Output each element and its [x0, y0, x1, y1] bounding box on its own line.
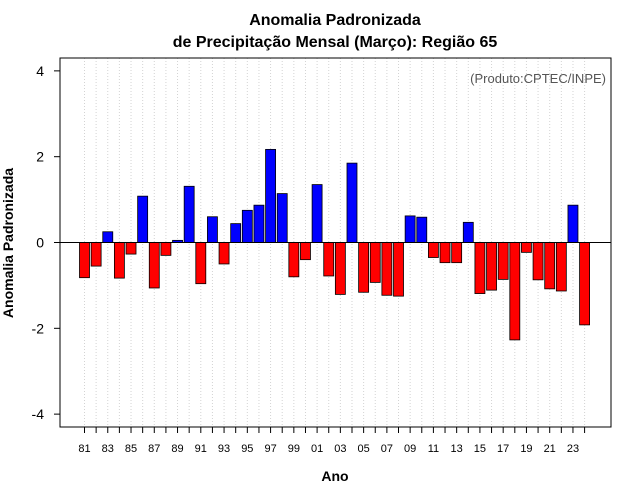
bar-1985 — [125, 242, 137, 255]
x-tick-label: 97 — [264, 443, 276, 455]
bar-1988 — [160, 242, 172, 256]
bar-1999 — [288, 242, 300, 278]
bar-2002 — [323, 242, 335, 277]
x-tick-label: 91 — [195, 443, 207, 455]
credit-annotation: (Produto:CPTEC/INPE) — [470, 71, 606, 86]
bar-2010 — [416, 216, 428, 243]
bar-1984 — [113, 242, 125, 279]
bar-2006 — [369, 242, 381, 283]
chart-title-line1: Anomalia Padronizada — [249, 12, 421, 29]
chart-title-line2: de Precipitação Mensal (Março): Região 6… — [173, 34, 498, 51]
bar-2019 — [521, 242, 532, 253]
x-tick-label: 19 — [520, 443, 532, 455]
x-axis: 81 83 85 87 89 91 93 95 97 99 01 03 05 07 09 11 13 15 17 19… — [78, 427, 586, 455]
bar-1997 — [265, 148, 276, 243]
bar-2013 — [451, 242, 463, 264]
bar-1982 — [90, 242, 102, 267]
bar-1996 — [253, 204, 265, 243]
y-tick-label: 2 — [36, 149, 44, 165]
x-tick-label: 81 — [78, 443, 90, 455]
bar-2007 — [381, 242, 393, 296]
y-axis: -4 -2 0 2 4 — [32, 63, 60, 422]
bar-2016 — [486, 242, 497, 291]
bar-1981 — [79, 242, 90, 279]
x-tick-label: 15 — [474, 443, 486, 455]
x-tick-label: 17 — [497, 443, 509, 455]
bar-2022 — [555, 242, 567, 292]
x-tick-label: 21 — [544, 443, 556, 455]
x-tick-label: 13 — [451, 443, 463, 455]
x-tick-label: 11 — [428, 443, 439, 455]
x-tick-label: 95 — [241, 443, 253, 455]
y-tick-label: -2 — [32, 320, 45, 336]
y-tick-label: -4 — [32, 406, 45, 422]
bar-2023 — [567, 204, 579, 243]
bar-2008 — [393, 242, 404, 297]
x-tick-label: 87 — [148, 443, 160, 455]
bars — [79, 148, 590, 341]
bar-2009 — [404, 215, 416, 243]
bar-2014 — [462, 221, 474, 243]
x-tick-label: 23 — [567, 443, 579, 455]
x-tick-label: 03 — [334, 443, 346, 455]
x-tick-label: 89 — [171, 443, 183, 455]
bar-1990 — [183, 185, 195, 243]
y-axis-label: Anomalia Padronizada — [0, 168, 16, 318]
bar-1987 — [148, 242, 160, 289]
x-tick-label: 09 — [404, 443, 416, 455]
x-tick-label: 05 — [357, 443, 369, 455]
bar-1992 — [207, 216, 218, 243]
bar-2015 — [474, 242, 486, 294]
bar-2003 — [334, 242, 346, 295]
x-tick-label: 07 — [381, 443, 393, 455]
bar-1995 — [241, 209, 253, 243]
x-tick-label: 83 — [102, 443, 114, 455]
bar-2024 — [579, 242, 590, 326]
bar-2001 — [311, 184, 323, 243]
bar-1991 — [195, 242, 207, 285]
x-tick-label: 01 — [311, 443, 323, 455]
bar-1994 — [230, 223, 242, 243]
x-tick-label: 99 — [288, 443, 300, 455]
bar-2000 — [300, 242, 311, 261]
bar-1986 — [137, 195, 149, 243]
x-tick-label: 85 — [125, 443, 137, 455]
bar-1998 — [276, 193, 288, 243]
bar-2005 — [358, 242, 370, 293]
bar-1983 — [102, 231, 114, 243]
bar-2011 — [427, 242, 439, 258]
bar-1993 — [218, 242, 230, 265]
bar-2021 — [544, 242, 556, 290]
bar-2012 — [439, 242, 451, 264]
y-tick-label: 0 — [36, 235, 44, 251]
bar-2018 — [509, 242, 521, 341]
bar-2017 — [497, 242, 509, 280]
x-axis-label: Ano — [321, 468, 348, 484]
y-tick-label: 4 — [36, 63, 44, 79]
x-tick-label: 93 — [218, 443, 230, 455]
bar-2004 — [346, 162, 358, 243]
bar-2020 — [532, 242, 544, 281]
